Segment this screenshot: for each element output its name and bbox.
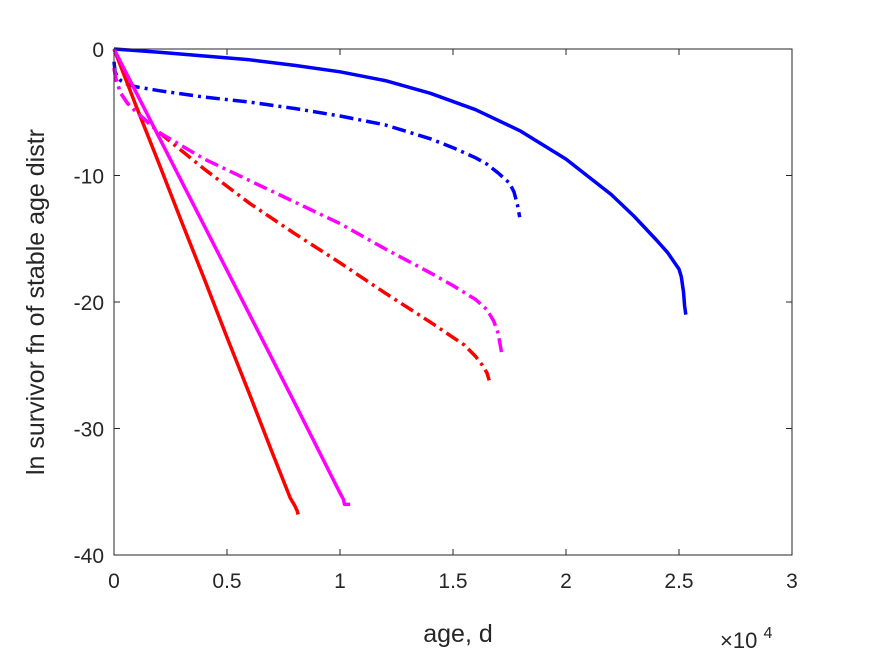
series-layer: [112, 47, 688, 515]
x-tick-label: 2: [560, 570, 572, 593]
plot-area: [114, 49, 792, 555]
x-tick-label: 0.5: [212, 570, 241, 593]
x-axis-exponent-label: ×10 4: [720, 625, 772, 653]
series-line-1: [113, 47, 688, 315]
x-tick-label: 1.5: [438, 570, 467, 593]
series-line-3: [112, 48, 300, 515]
y-tick-label: -30: [74, 419, 104, 442]
x-tick-label: 3: [786, 570, 798, 593]
x-tick-label: 2.5: [664, 570, 693, 593]
y-tick-label: -10: [74, 166, 104, 189]
y-axis-ticks: 0 -10 -20 -30 -40: [74, 39, 792, 568]
x-axis-exponent-power: 4: [763, 625, 772, 642]
x-tick-label: 0: [108, 570, 120, 593]
x-axis-label: age, d: [423, 620, 493, 648]
x-axis-ticks: 0 0.5 1 1.5 2 2.5 3: [108, 49, 798, 593]
series-line-2: [112, 61, 522, 218]
y-tick-label: 0: [92, 39, 104, 62]
x-tick-label: 1: [334, 570, 346, 593]
x-axis-exponent-base: ×10: [720, 628, 757, 653]
y-tick-label: -20: [74, 292, 104, 315]
y-axis-label: ln survivor fn of stable age distr: [22, 129, 50, 475]
y-tick-label: -40: [74, 545, 104, 568]
series-line-4: [112, 48, 351, 507]
series-line-6: [112, 67, 504, 353]
